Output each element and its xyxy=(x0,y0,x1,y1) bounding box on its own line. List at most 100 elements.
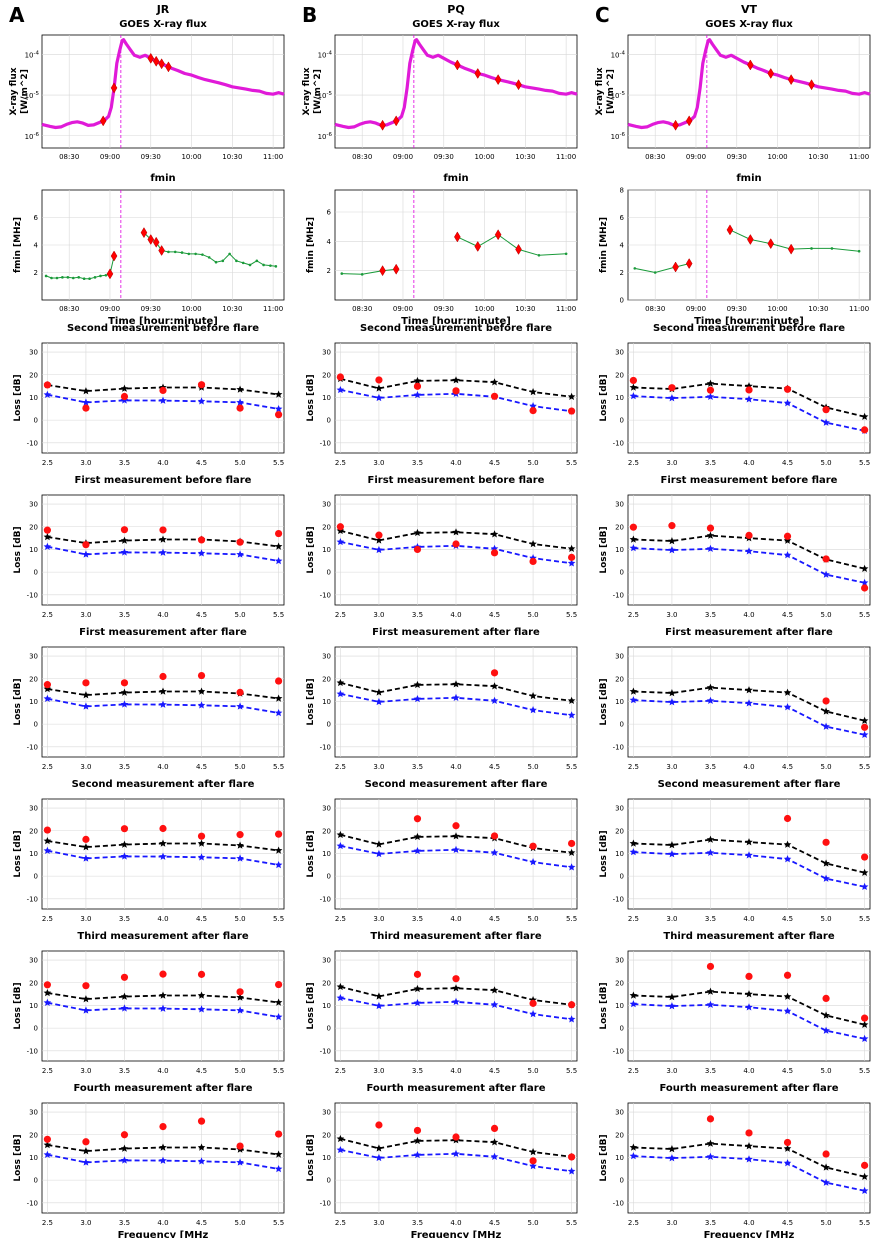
goes-marker xyxy=(474,67,482,79)
loss-y-label: Loss [dB] xyxy=(306,526,316,573)
x-tick-label: 5.0 xyxy=(820,611,831,619)
y-tick-label: 20 xyxy=(29,827,38,835)
goes-y-label-units: [W/m^2] xyxy=(606,69,616,114)
loss-plot xyxy=(627,342,871,454)
y-tick-label: 10-6 xyxy=(318,132,333,141)
goes-plot xyxy=(627,34,871,149)
fmin-point xyxy=(269,264,272,267)
y-tick-label: 2 xyxy=(34,269,38,277)
x-tick-label: 2.5 xyxy=(42,915,53,923)
measurement-point xyxy=(783,532,792,540)
time-x-label: Time [hour:minute] xyxy=(108,316,218,327)
goes-marker xyxy=(165,61,172,73)
loss-y-label: Loss [dB] xyxy=(13,982,23,1029)
x-tick-label: 5.0 xyxy=(234,1067,245,1075)
goes-marker xyxy=(99,115,107,127)
x-tick-label: 4.0 xyxy=(743,459,754,467)
x-tick-label: 3.5 xyxy=(119,1219,130,1227)
x-tick-label: 4.5 xyxy=(489,1067,500,1075)
fmin-line xyxy=(634,263,690,274)
x-tick-label: 4.0 xyxy=(450,763,461,771)
black-model-point xyxy=(783,688,792,696)
y-tick-label: 20 xyxy=(615,523,624,531)
goes-marker xyxy=(685,115,693,127)
fmin-marker xyxy=(767,238,775,250)
black-model-point xyxy=(336,678,345,687)
measurement-point xyxy=(120,392,129,401)
x-tick-label: 10:30 xyxy=(515,305,535,313)
goes-flux-curve xyxy=(334,38,578,130)
blue-model-point xyxy=(236,854,244,862)
loss-y-label: Loss [dB] xyxy=(599,526,609,573)
loss-y-label: Loss [dB] xyxy=(306,830,316,877)
measurement-point xyxy=(159,386,167,395)
loss-y-label: Loss [dB] xyxy=(306,1134,316,1181)
fmin-marker xyxy=(106,268,114,280)
y-tick-label: 30 xyxy=(322,349,331,357)
x-tick-label: 4.0 xyxy=(450,611,461,619)
black-model-point xyxy=(197,991,206,999)
measurement-point xyxy=(120,679,129,687)
black-model-point xyxy=(668,841,676,849)
loss-panel-title: First measurement after flare xyxy=(79,627,247,638)
black-model-point xyxy=(159,839,167,847)
blue-model-point xyxy=(375,697,383,706)
blue-model-point xyxy=(43,1150,52,1158)
x-tick-label: 3.0 xyxy=(80,611,91,619)
blue-model-point xyxy=(629,696,638,704)
x-tick-label: 4.0 xyxy=(450,1219,461,1227)
x-tick-label: 3.5 xyxy=(705,459,716,467)
blue-model-point xyxy=(629,1000,638,1008)
y-tick-label: 20 xyxy=(322,1131,331,1139)
x-tick-label: 4.0 xyxy=(743,763,754,771)
fmin-point xyxy=(857,249,861,253)
x-tick-label: 5.5 xyxy=(273,763,284,771)
measurement-point xyxy=(452,387,460,395)
y-tick-label: -10 xyxy=(320,743,331,751)
measurement-point xyxy=(822,406,830,414)
black-model-point xyxy=(375,840,383,848)
blue-model-point xyxy=(745,395,753,403)
black-model-point xyxy=(120,1144,129,1152)
loss-plot xyxy=(334,494,578,606)
goes-marker xyxy=(379,119,386,131)
measurement-point xyxy=(783,385,792,393)
black-model-point xyxy=(529,387,537,396)
black-model-point xyxy=(860,412,869,420)
black-model-point xyxy=(860,868,869,876)
blue-model-point xyxy=(197,549,206,557)
x-tick-label: 4.5 xyxy=(196,459,207,467)
x-tick-label: 09:00 xyxy=(686,305,706,313)
x-tick-label: 3.0 xyxy=(80,1219,91,1227)
y-tick-label: 20 xyxy=(615,827,624,835)
x-tick-label: 10:30 xyxy=(808,153,828,161)
fmin-point xyxy=(235,259,238,263)
black-model-point xyxy=(668,689,676,697)
frequency-x-label: Frequency [MHz xyxy=(411,1230,502,1238)
x-tick-label: 4.5 xyxy=(489,915,500,923)
measurement-point xyxy=(197,671,206,680)
measurement-point xyxy=(783,1138,792,1147)
x-tick-label: 2.5 xyxy=(42,611,53,619)
measurement-point xyxy=(529,406,537,415)
y-tick-label: 30 xyxy=(29,805,38,813)
fmin-point xyxy=(564,252,568,256)
black-model-point xyxy=(159,535,167,543)
y-tick-label: 10-4 xyxy=(25,50,40,59)
y-tick-label: 10 xyxy=(29,850,38,858)
blue-model-point xyxy=(567,1167,576,1175)
measurement-point xyxy=(706,962,715,971)
fmin-point xyxy=(830,247,834,250)
measurement-point xyxy=(706,1115,715,1123)
measurement-point xyxy=(452,975,460,983)
y-tick-label: 0 xyxy=(620,417,624,425)
measurement-point xyxy=(529,557,537,566)
x-tick-label: 5.0 xyxy=(820,1219,831,1227)
black-model-point xyxy=(860,716,869,724)
y-tick-label: 0 xyxy=(34,417,38,425)
black-model-point xyxy=(822,707,830,715)
fmin-marker xyxy=(147,234,155,245)
fmin-point xyxy=(82,277,86,280)
fmin-point xyxy=(44,274,48,278)
black-model-point xyxy=(822,859,830,867)
